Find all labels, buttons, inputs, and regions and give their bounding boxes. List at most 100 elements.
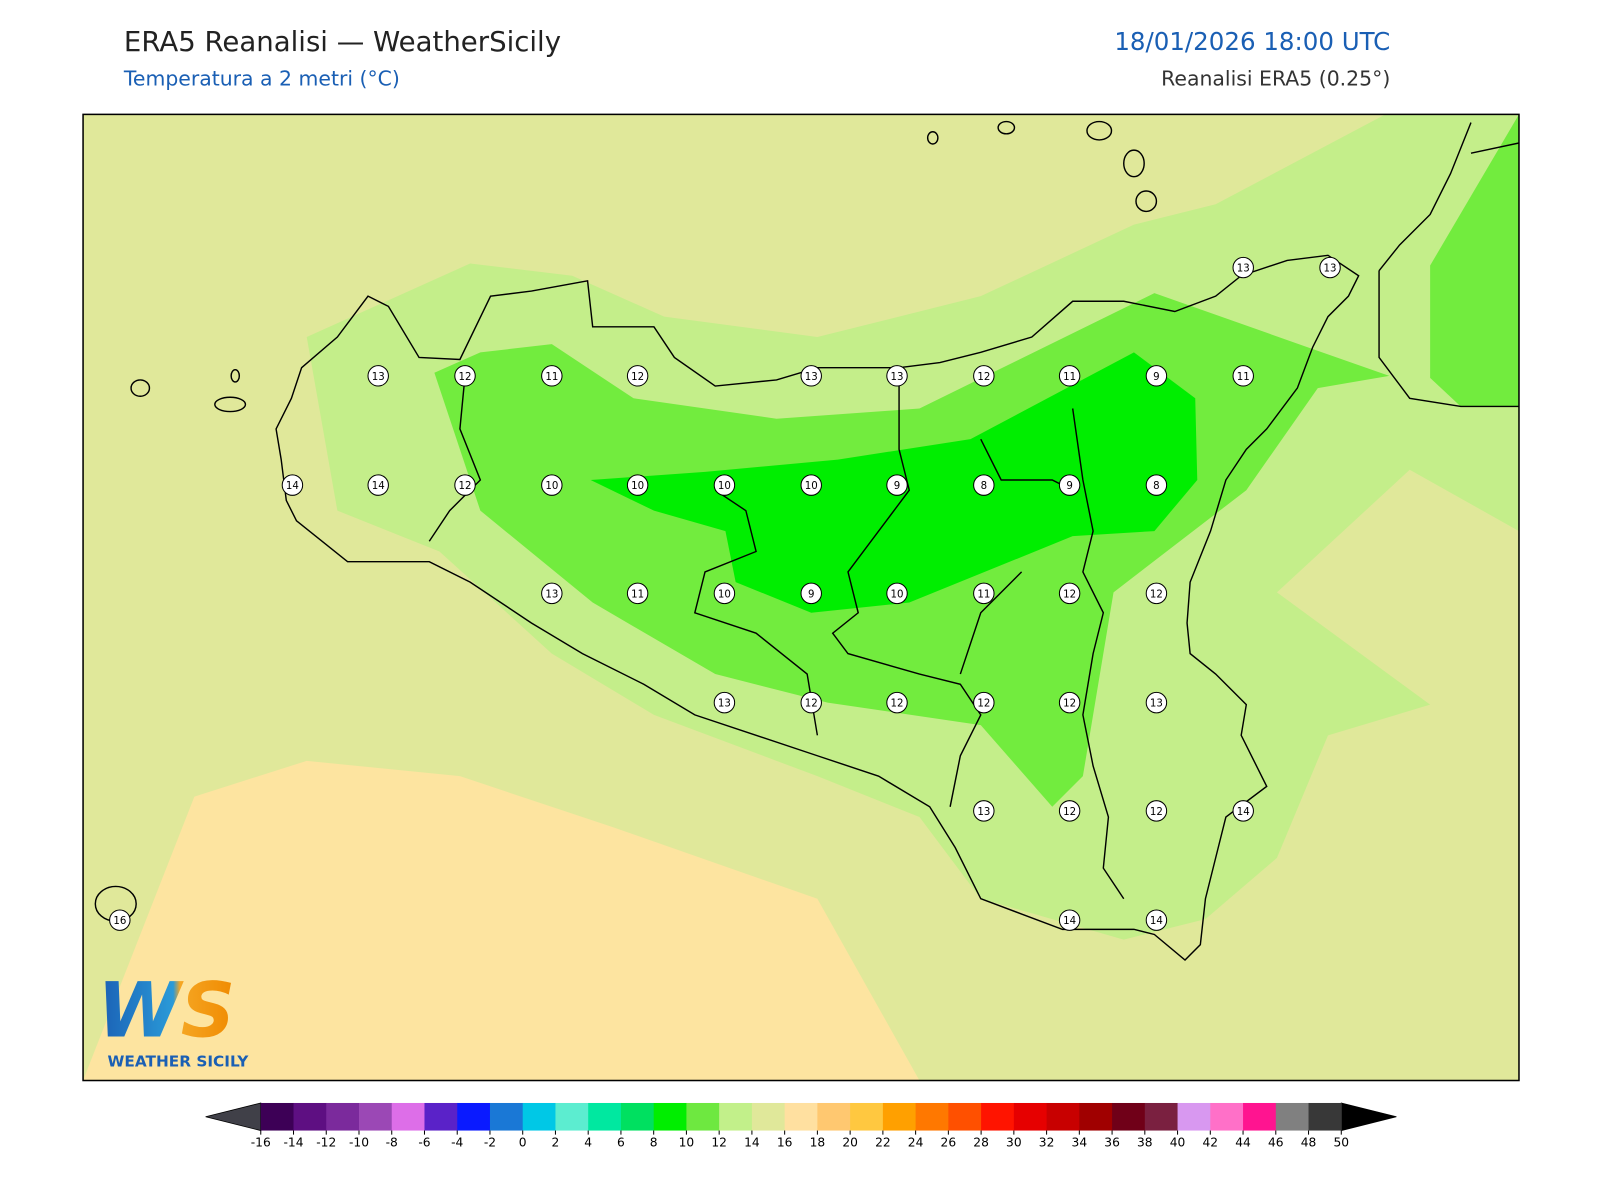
station-marker <box>281 474 304 496</box>
colorbar-tick-label: -14 <box>284 1135 304 1149</box>
station-value: 12 <box>459 481 472 492</box>
colorbar-swatch <box>1144 1102 1179 1131</box>
colorbar-tick-label: 50 <box>1333 1135 1349 1149</box>
station-marker <box>541 474 563 496</box>
station-marker <box>973 800 995 822</box>
colorbar-swatch <box>751 1102 786 1131</box>
logo: WS WEATHER SICILY <box>97 967 249 1071</box>
station-marker <box>367 365 389 387</box>
colorbar-swatch <box>1013 1102 1048 1131</box>
station-value: 11 <box>1063 372 1076 383</box>
station-marker <box>800 582 822 605</box>
station-value: 10 <box>891 589 904 600</box>
station-value: 13 <box>1237 264 1250 275</box>
station-marker <box>1232 800 1254 822</box>
colorbar-tick-label: -10 <box>349 1135 369 1149</box>
station-marker <box>541 365 563 387</box>
station-marker <box>454 474 476 496</box>
colorbar-tick-label: 24 <box>908 1135 924 1149</box>
station-value: 13 <box>718 699 731 710</box>
colorbar-swatch <box>555 1102 589 1131</box>
station-marker <box>1058 691 1081 714</box>
station-marker <box>1145 800 1168 822</box>
colorbar-swatch <box>850 1102 884 1131</box>
colorbar-tick-label: 6 <box>617 1135 625 1149</box>
station-marker <box>800 365 822 387</box>
station-value: 12 <box>977 699 990 710</box>
colorbar-swatch <box>653 1102 687 1131</box>
colorbar-swatch <box>588 1102 622 1131</box>
colorbar-swatch <box>784 1102 818 1131</box>
colorbar-swatch <box>326 1102 360 1131</box>
colorbar-tick-label: 12 <box>711 1135 727 1149</box>
station-marker <box>800 691 822 714</box>
station-marker <box>973 691 995 714</box>
station-value: 11 <box>977 589 990 600</box>
station-value: 12 <box>1150 807 1163 818</box>
logo-text: WEATHER SICILY <box>108 1053 250 1071</box>
station-value: 12 <box>631 372 644 383</box>
colorbar-swatch <box>882 1102 917 1131</box>
colorbar-swatch <box>1308 1102 1342 1131</box>
colorbar-swatch <box>1046 1102 1080 1131</box>
station-value: 12 <box>805 699 818 710</box>
station-value: 13 <box>977 807 990 818</box>
station-marker <box>886 365 908 387</box>
colorbar-swatch <box>1275 1102 1310 1131</box>
colorbar-swatch <box>293 1102 327 1131</box>
station-value: 8 <box>1153 481 1160 492</box>
station-value: 12 <box>1150 589 1163 600</box>
colorbar-tick-label: -12 <box>316 1135 336 1149</box>
station-marker <box>626 582 649 605</box>
station-value: 13 <box>1150 699 1163 710</box>
station-value: 9 <box>894 481 901 492</box>
station-marker <box>1058 474 1081 496</box>
station-marker <box>1145 474 1168 496</box>
station-value: 9 <box>1066 481 1073 492</box>
station-marker <box>800 474 822 496</box>
colorbar-swatch <box>391 1102 425 1131</box>
station-marker <box>1145 909 1168 931</box>
colorbar-tick-label: -6 <box>418 1135 430 1149</box>
colorbar-tick-label: 14 <box>744 1135 760 1149</box>
colorbar-swatch <box>719 1102 753 1131</box>
colorbar-swatch <box>981 1102 1015 1131</box>
colorbar: -16 -14 -12 -10 -8 -6 -4 -2 0 2 4 6 8 10 12 14 16 18 20 22 2… <box>205 1102 1397 1149</box>
colorbar-tick-label: 40 <box>1170 1135 1186 1149</box>
contour-10 <box>1430 114 1519 407</box>
station-marker <box>1145 691 1168 714</box>
logo-mark: WS <box>97 967 235 1055</box>
colorbar-swatch <box>1243 1102 1277 1131</box>
station-value: 10 <box>631 481 644 492</box>
colorbar-tick-label: -2 <box>484 1135 496 1149</box>
colorbar-tick-label: 0 <box>519 1135 527 1149</box>
station-value: 16 <box>113 916 126 927</box>
colorbar-swatch <box>686 1102 720 1131</box>
colorbar-tick-label: 46 <box>1268 1135 1284 1149</box>
colorbar-swatch <box>457 1102 491 1131</box>
colorbar-under <box>205 1102 262 1132</box>
colorbar-tick-label: -16 <box>251 1135 271 1149</box>
station-value: 10 <box>718 481 731 492</box>
colorbar-over <box>1340 1102 1397 1132</box>
coastline <box>94 120 1519 961</box>
station-value: 13 <box>545 589 558 600</box>
colorbar-tick-label: 18 <box>810 1135 826 1149</box>
station-value: 12 <box>891 699 904 710</box>
station-marker <box>1058 582 1081 605</box>
colorbar-tick-label: 44 <box>1235 1135 1251 1149</box>
colorbar-tick-label: 4 <box>584 1135 592 1149</box>
station-value: 12 <box>977 372 990 383</box>
colorbar-swatch <box>1112 1102 1146 1131</box>
station-value: 11 <box>545 372 558 383</box>
colorbar-swatch <box>620 1102 655 1131</box>
colorbar-swatch <box>1210 1102 1244 1131</box>
stations: 13 13 13 12 11 12 13 13 12 11 9 11 14 14 12 10 10 10 10 9 8 9… <box>109 256 1341 931</box>
station-value: 11 <box>631 589 644 600</box>
station-marker <box>886 474 908 496</box>
station-marker <box>1232 365 1254 387</box>
colorbar-swatch <box>948 1102 982 1131</box>
station-value: 12 <box>1063 589 1076 600</box>
